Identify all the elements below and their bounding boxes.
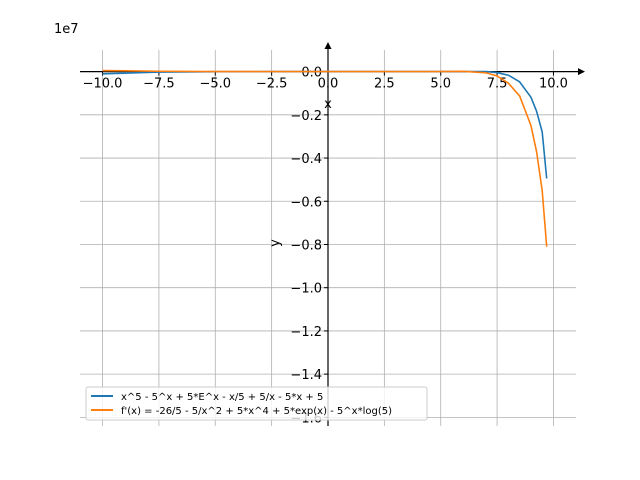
legend-label-series-2: f'(x) = -26/5 - 5/x^2 + 5*x^4 + 5*exp(x)… (121, 406, 392, 417)
y-axis-label: y (268, 239, 283, 247)
y-tick-label-5: −1.0 (290, 282, 322, 297)
ticks-layer: −10.0 −7.5 −5.0 −2.5 0.0 2.5 5.0 7.5 10.0 0.0 −0.2… (83, 66, 568, 427)
y-tick-label-4: −0.8 (290, 238, 322, 253)
x-tick-label-6: 5.0 (430, 77, 451, 92)
y-tick-label-2: −0.4 (290, 152, 322, 167)
series-layer (102, 69, 548, 247)
y-tick-label-1: −0.2 (290, 109, 322, 124)
legend-frame (85, 386, 428, 421)
y-axis-arrow (324, 42, 332, 49)
legend: x^5 - 5^x + 5*E^x - x/5 + 5/x - 5*x + 5 … (85, 386, 428, 421)
x-tick-label-5: 2.5 (374, 77, 395, 92)
x-tick-label-2: −5.0 (199, 77, 231, 92)
y-tick-label-3: −0.6 (290, 195, 322, 210)
legend-label-series-1: x^5 - 5^x + 5*E^x - x/5 + 5/x - 5*x + 5 (121, 392, 323, 403)
x-axis-label: x (324, 97, 332, 112)
x-tick-label-1: −7.5 (143, 77, 175, 92)
y-tick-label-0: 0.0 (301, 66, 322, 81)
y-tick-label-7: −1.4 (290, 368, 322, 383)
x-tick-label-8: 10.0 (539, 77, 568, 92)
series-line-2 (102, 69, 548, 247)
x-tick-label-3: −2.5 (256, 77, 288, 92)
x-tick-label-4: 0.0 (318, 77, 339, 92)
x-tick-label-0: −10.0 (83, 77, 123, 92)
y-offset-text: 1e7 (54, 22, 79, 37)
x-axis-arrow (578, 68, 585, 76)
y-tick-label-6: −1.2 (290, 325, 322, 340)
x-tick-label-7: 7.5 (487, 77, 508, 92)
axes-layer (80, 42, 585, 426)
